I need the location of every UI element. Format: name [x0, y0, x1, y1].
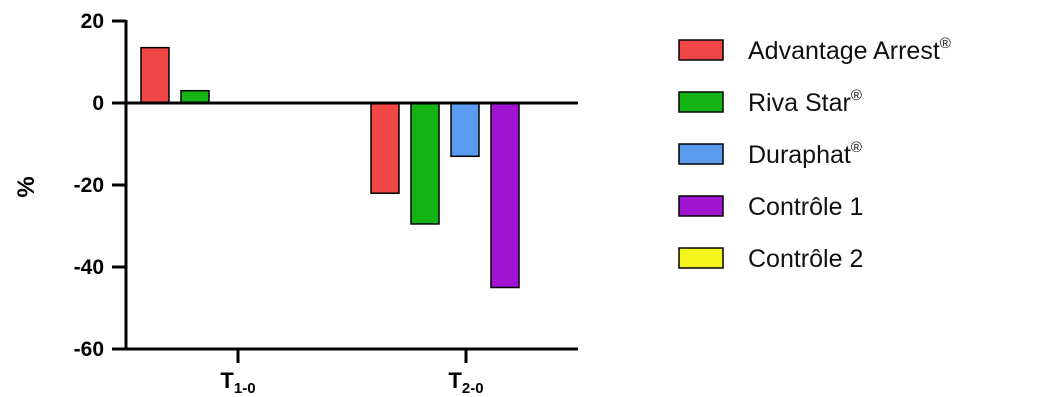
legend-swatch [678, 143, 724, 165]
legend-swatch [678, 247, 724, 269]
legend-swatch [678, 91, 724, 113]
legend-label: Advantage Arrest® [748, 35, 951, 65]
bar-1-2 [370, 102, 400, 194]
registered-mark: ® [940, 35, 951, 52]
registered-mark: ® [851, 139, 862, 156]
legend-label: Riva Star® [748, 87, 862, 117]
legend: Advantage Arrest®Riva Star®Duraphat®Cont… [678, 35, 951, 273]
y-tick-label: -60 [74, 338, 104, 361]
y-tick-label: 20 [81, 10, 104, 33]
x-tick-label: T2-0 [448, 368, 483, 397]
y-ticks: 20 0 -20 -40 -60 [74, 10, 126, 361]
legend-label-name: Duraphat [748, 141, 851, 169]
y-tick-label: 0 [92, 92, 104, 115]
y-axis-label: % [13, 176, 40, 197]
bars-layer [140, 46, 520, 289]
x-tick-label-sub: 1-0 [234, 380, 256, 397]
y-tick-label: -40 [74, 256, 104, 279]
x-tick-label-main: T [448, 368, 462, 393]
x-tick-label: T1-0 [220, 368, 255, 397]
legend-swatch [678, 39, 724, 61]
legend-label: Contrôle 2 [748, 245, 863, 273]
x-tick-label-main: T [220, 368, 234, 393]
legend-swatch [678, 195, 724, 217]
legend-label-name: Riva Star [748, 89, 851, 117]
legend-label-name: Advantage Arrest [748, 37, 940, 65]
x-tick-label-sub: 2-0 [462, 380, 484, 397]
legend-label: Contrôle 1 [748, 193, 863, 221]
y-tick-label: -20 [74, 174, 104, 197]
bar-1-1 [140, 46, 170, 104]
legend-label-name: Contrôle 2 [748, 245, 863, 273]
legend-label: Duraphat® [748, 139, 862, 169]
bar-2-1 [180, 89, 210, 104]
bar-3-2 [450, 102, 480, 158]
x-ticks: T1-0 T2-0 [220, 349, 484, 397]
registered-mark: ® [851, 87, 862, 104]
legend-label-name: Contrôle 1 [748, 193, 863, 221]
bar-2-2 [410, 102, 440, 225]
bar-4-2 [490, 102, 520, 289]
